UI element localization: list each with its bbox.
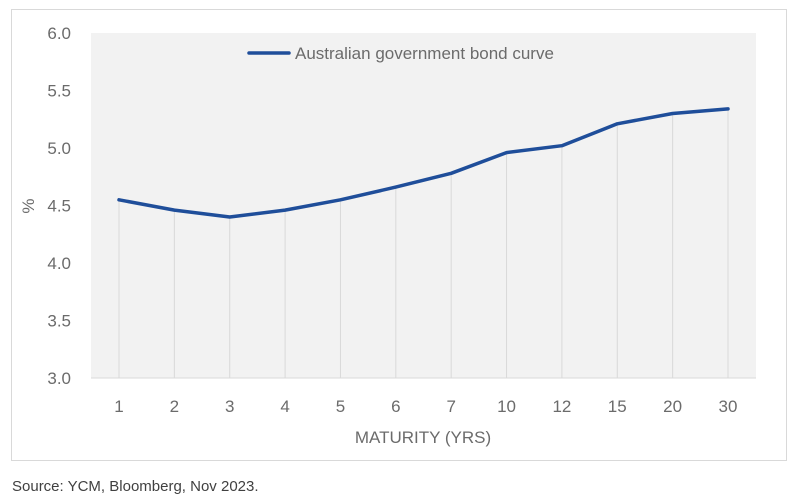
x-tick-label: 1 (114, 397, 123, 416)
y-axis-ticks: 3.0 3.5 4.0 4.5 5.0 5.5 6.0 (47, 24, 71, 388)
plot-area (91, 33, 756, 378)
x-tick-label: 7 (446, 397, 455, 416)
y-tick-label: 4.0 (47, 254, 71, 273)
series-line (117, 107, 730, 219)
x-tick-label: 10 (497, 397, 516, 416)
source-note: Source: YCM, Bloomberg, Nov 2023. (12, 478, 259, 495)
x-axis-title: MATURITY (YRS) (355, 428, 491, 447)
y-tick-label: 4.5 (47, 197, 71, 216)
x-tick-label: 2 (170, 397, 179, 416)
x-tick-label: 20 (663, 397, 682, 416)
legend: Australian government bond curve (247, 44, 554, 63)
y-tick-label: 3.5 (47, 312, 71, 331)
y-tick-label: 3.0 (47, 369, 71, 388)
x-tick-label: 12 (552, 397, 571, 416)
x-tick-label: 5 (336, 397, 345, 416)
x-tick-label: 30 (719, 397, 738, 416)
x-tick-label: 15 (608, 397, 627, 416)
x-tick-label: 4 (280, 397, 289, 416)
y-tick-label: 5.5 (47, 82, 71, 101)
x-tick-label: 3 (225, 397, 234, 416)
grid-lines (91, 108, 756, 379)
y-tick-label: 6.0 (47, 24, 71, 43)
y-axis-title: % (19, 198, 38, 213)
x-axis-ticks: 1 2 3 4 5 6 7 10 12 15 20 30 (114, 397, 737, 416)
x-tick-label: 6 (391, 397, 400, 416)
legend-label: Australian government bond curve (295, 44, 554, 63)
y-tick-label: 5.0 (47, 139, 71, 158)
